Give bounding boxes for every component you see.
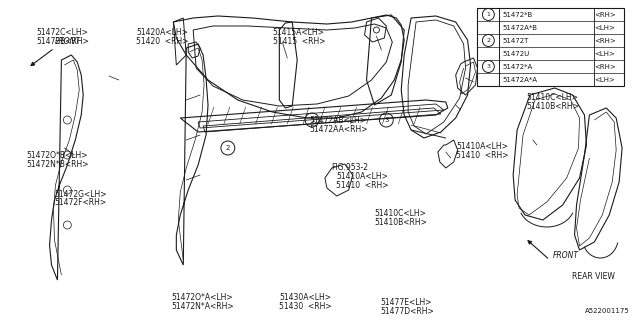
Text: 51472C<LH>: 51472C<LH>: [36, 28, 89, 37]
Text: 51472O*A<LH>: 51472O*A<LH>: [171, 293, 233, 302]
Text: 51472AB<LH>: 51472AB<LH>: [309, 116, 366, 125]
Text: 51472G<LH>: 51472G<LH>: [54, 190, 106, 199]
Text: 51410A<LH>: 51410A<LH>: [456, 142, 508, 151]
Text: 2: 2: [226, 145, 230, 151]
Text: REAR VIEW: REAR VIEW: [572, 272, 614, 281]
Text: FRONT: FRONT: [54, 37, 81, 46]
Text: 51410  <RH>: 51410 <RH>: [456, 151, 509, 160]
Text: 51472T: 51472T: [502, 37, 529, 44]
Text: <RH>: <RH>: [595, 12, 616, 18]
Bar: [499, 8, 595, 86]
Text: 51472N*A<RH>: 51472N*A<RH>: [171, 302, 234, 311]
Text: 1: 1: [310, 117, 314, 123]
Text: 3: 3: [486, 64, 490, 69]
Text: 51410  <RH>: 51410 <RH>: [336, 181, 388, 190]
Text: 51410B<RH>: 51410B<RH>: [374, 218, 427, 227]
Text: FRONT: FRONT: [553, 252, 579, 260]
Text: 51420A<LH>: 51420A<LH>: [136, 28, 188, 37]
Text: 51410A<LH>: 51410A<LH>: [336, 172, 388, 181]
Text: 51472A*A: 51472A*A: [502, 76, 537, 83]
Text: 51477D<RH>: 51477D<RH>: [380, 307, 434, 316]
Text: 51415  <RH>: 51415 <RH>: [273, 37, 325, 46]
Text: 51472F<RH>: 51472F<RH>: [54, 198, 106, 207]
Text: <LH>: <LH>: [595, 76, 615, 83]
Text: 51472*A: 51472*A: [502, 63, 532, 69]
Text: 51472A*B: 51472A*B: [502, 25, 537, 30]
Text: 51430A<LH>: 51430A<LH>: [279, 293, 331, 302]
Text: FIG.953-2: FIG.953-2: [331, 163, 368, 172]
Text: 1: 1: [486, 12, 490, 17]
Text: 51472AA<RH>: 51472AA<RH>: [309, 125, 368, 134]
Text: 51410B<RH>: 51410B<RH>: [526, 102, 579, 111]
Text: 51410C<LH>: 51410C<LH>: [526, 93, 578, 102]
Text: <LH>: <LH>: [595, 25, 615, 30]
Text: <LH>: <LH>: [595, 51, 615, 57]
Text: 51430  <RH>: 51430 <RH>: [279, 302, 332, 311]
Text: <RH>: <RH>: [595, 37, 616, 44]
Text: 51477E<LH>: 51477E<LH>: [380, 298, 432, 307]
Text: 51472*B: 51472*B: [502, 12, 532, 18]
Text: 3: 3: [384, 117, 388, 123]
Text: 51415A<LH>: 51415A<LH>: [273, 28, 324, 37]
Text: 51472B<RH>: 51472B<RH>: [36, 37, 90, 46]
Text: 51472U: 51472U: [502, 51, 529, 57]
Text: 51472N*B<RH>: 51472N*B<RH>: [27, 160, 89, 169]
Text: 2: 2: [486, 38, 490, 43]
Text: 51420  <RH>: 51420 <RH>: [136, 37, 189, 46]
Bar: [477, 8, 624, 86]
Text: A522001175: A522001175: [584, 308, 629, 314]
Text: <RH>: <RH>: [595, 63, 616, 69]
Text: 51472O*B<LH>: 51472O*B<LH>: [27, 151, 88, 160]
Bar: [477, 8, 499, 86]
Text: 51410C<LH>: 51410C<LH>: [374, 209, 426, 218]
